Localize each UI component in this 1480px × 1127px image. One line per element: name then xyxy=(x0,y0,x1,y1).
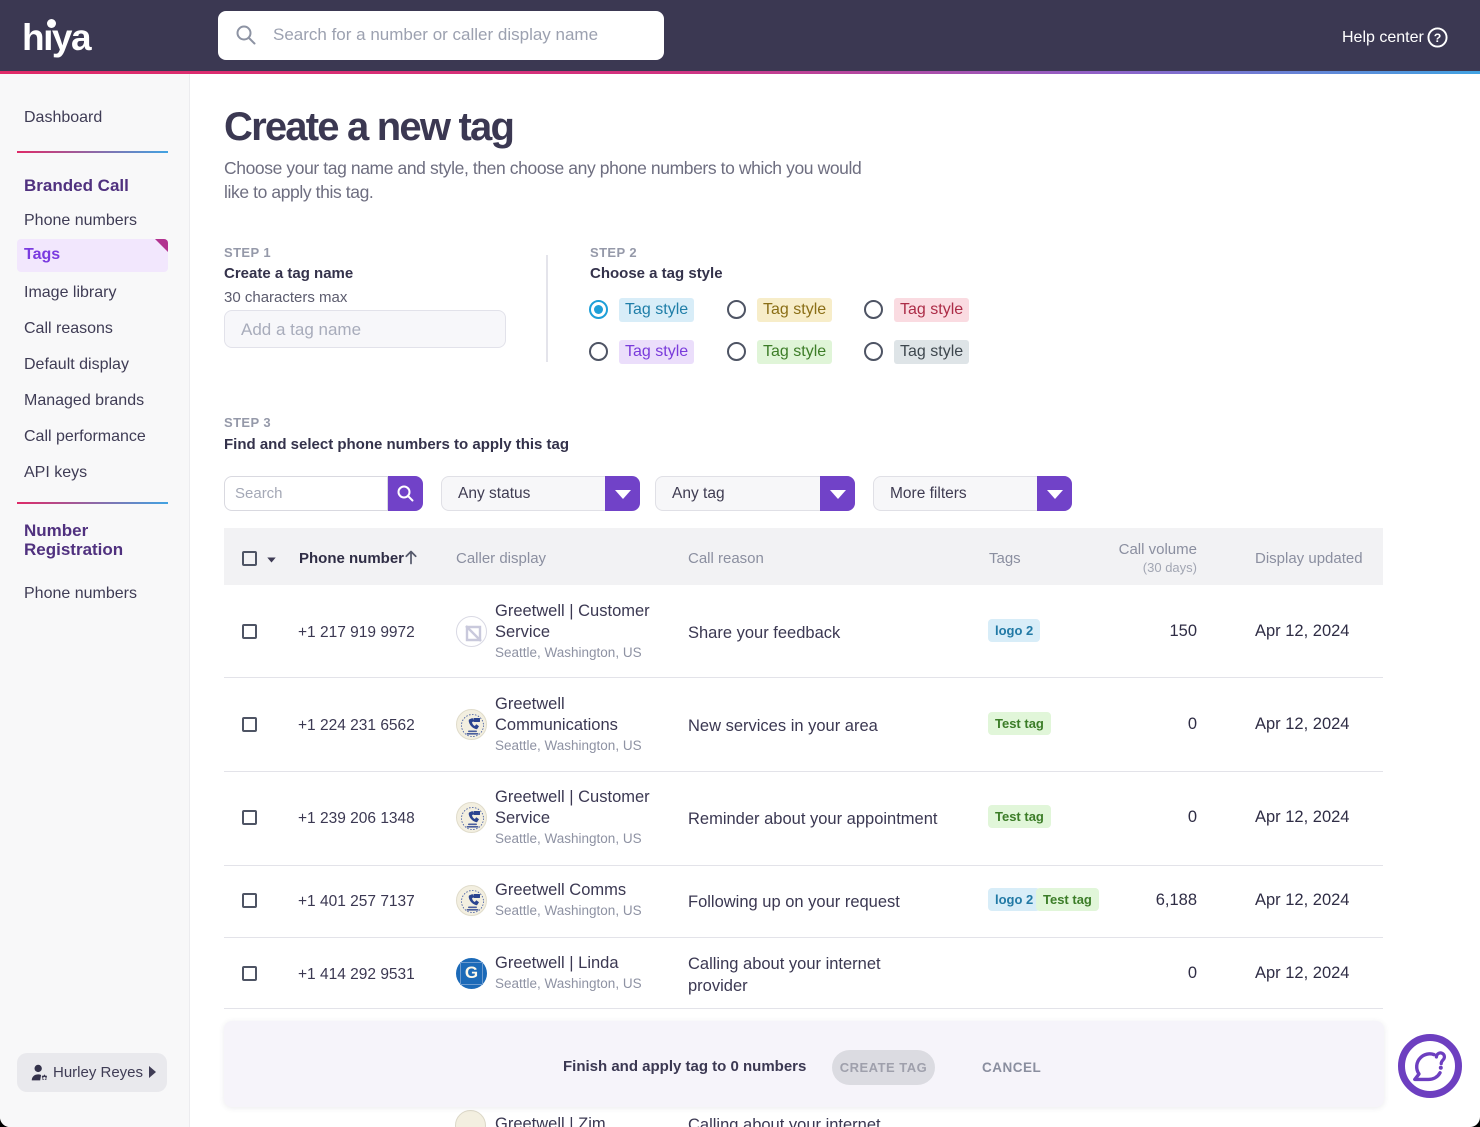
svg-text:?: ? xyxy=(1434,31,1442,45)
